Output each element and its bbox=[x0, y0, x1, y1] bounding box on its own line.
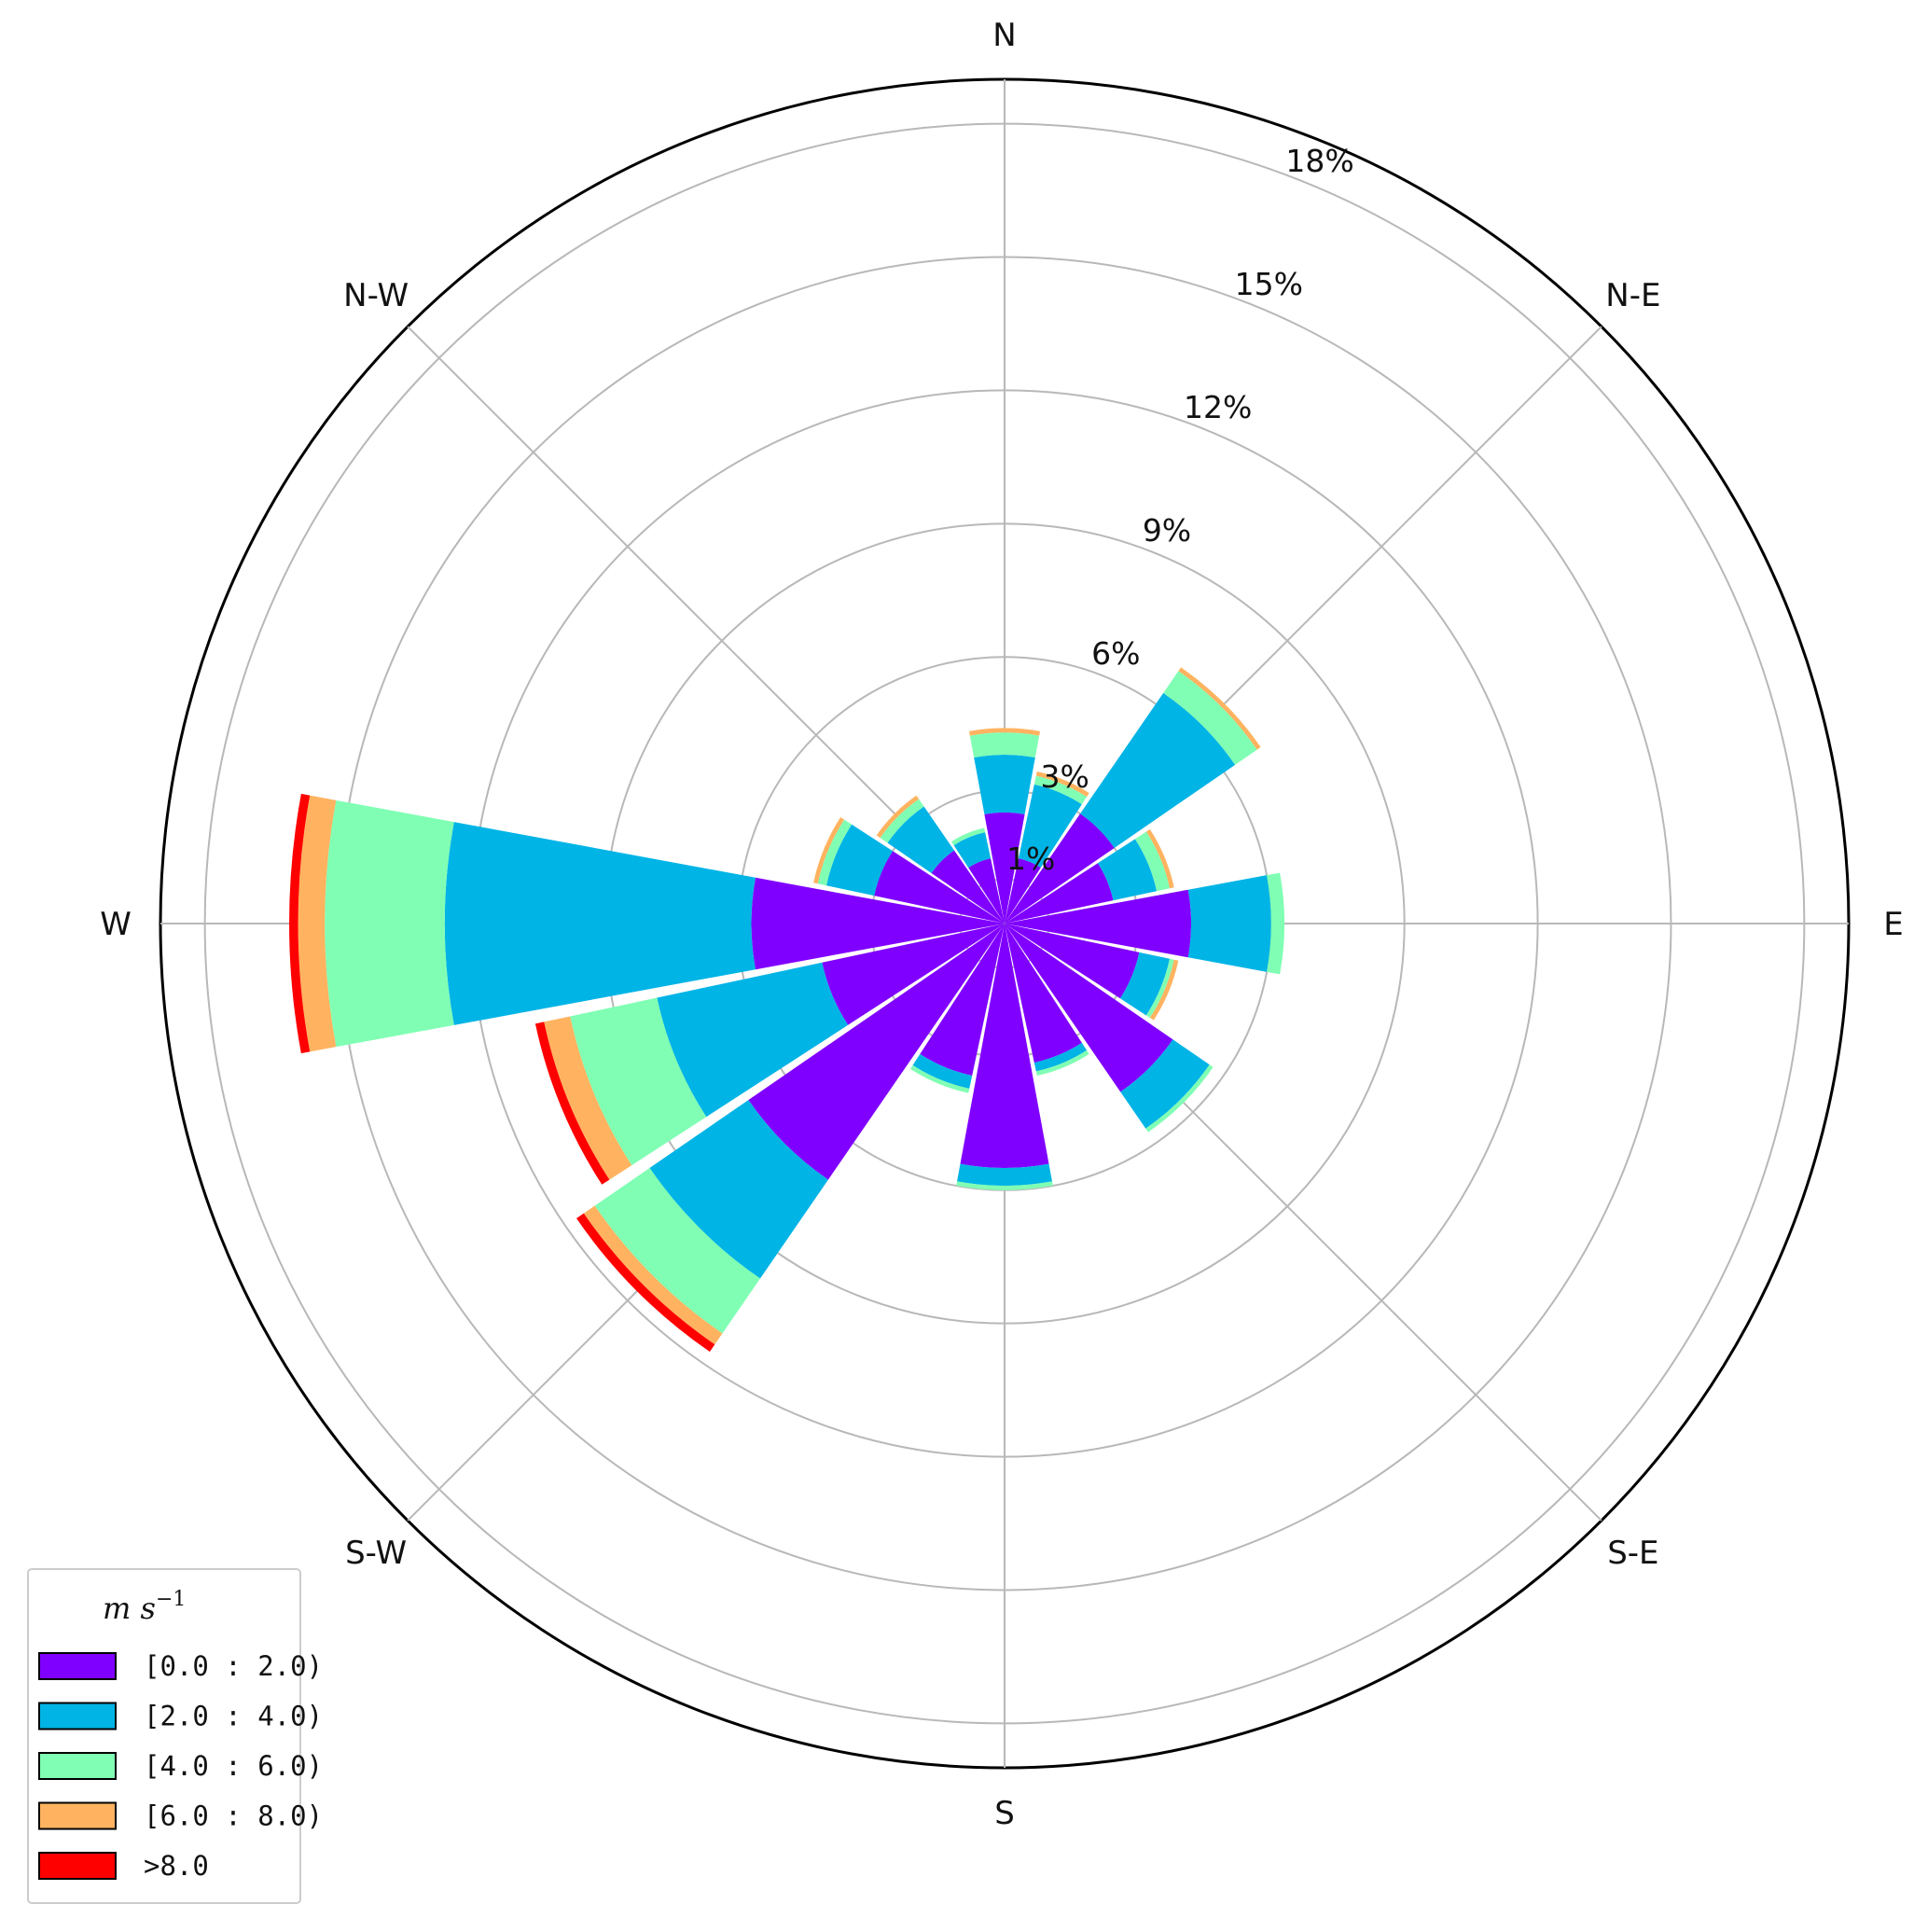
ring-label-15: 15% bbox=[1235, 266, 1303, 302]
bar-nw-bin0 bbox=[931, 850, 1005, 924]
legend: m s−1 [0.0 : 2.0)[2.0 : 4.0)[4.0 : 6.0)[… bbox=[27, 1568, 323, 1904]
bar-wnw-bin0 bbox=[874, 851, 1005, 924]
bar-nne-bin0 bbox=[1005, 858, 1041, 924]
bar-nne-bin1 bbox=[1018, 784, 1082, 869]
bar-sw-bin1 bbox=[649, 1100, 828, 1279]
bar-ne-bin0 bbox=[1005, 813, 1115, 924]
bar-n-bin3 bbox=[968, 728, 1041, 736]
bar-ene-bin3 bbox=[1145, 828, 1174, 889]
direction-label-e: E bbox=[1883, 906, 1903, 943]
bar-wsw-bin3 bbox=[544, 1016, 632, 1180]
bar-w-bin0 bbox=[751, 877, 1005, 970]
bar-ese-bin1 bbox=[1119, 952, 1171, 1016]
direction-label-s: S bbox=[994, 1795, 1015, 1832]
bar-ssw-bin0 bbox=[920, 924, 1005, 1077]
direction-label-sw: S-W bbox=[345, 1535, 407, 1572]
bar-e-bin1 bbox=[1187, 875, 1271, 972]
legend-label: [0.0 : 2.0) bbox=[144, 1650, 323, 1682]
bar-ese-bin2 bbox=[1145, 958, 1174, 1019]
bar-sw-bin4 bbox=[576, 1213, 715, 1353]
bar-se-bin0 bbox=[1005, 924, 1173, 1092]
ring-label-12: 12% bbox=[1184, 389, 1252, 425]
legend-items: [0.0 : 2.0) [2.0 : 4.0) [4.0 : 6.0) [6.0 : … bbox=[38, 1650, 323, 1882]
direction-label-n: N bbox=[992, 17, 1016, 54]
ring-label-6: 6% bbox=[1091, 635, 1140, 672]
axis-labels: N N-E E S-E S S-W W N-W 1% 3% 6% 9% 12% 15% 18% bbox=[100, 17, 1904, 1832]
bar-n-bin1 bbox=[974, 755, 1035, 814]
bar-wnw-bin1 bbox=[826, 824, 894, 897]
bar-nnw-bin0 bbox=[968, 858, 1005, 924]
legend-label: >8.0 bbox=[144, 1850, 209, 1882]
bar-se-bin1 bbox=[1120, 1039, 1210, 1129]
bar-ne-bin2 bbox=[1163, 671, 1257, 765]
bar-ene-bin1 bbox=[1097, 839, 1158, 901]
legend-title: m s−1 bbox=[103, 1588, 186, 1626]
bar-ene-bin0 bbox=[1005, 863, 1114, 924]
bar-w-bin2 bbox=[325, 799, 454, 1048]
bar-wsw-bin4 bbox=[534, 1022, 610, 1185]
bar-ese-bin3 bbox=[1149, 959, 1179, 1021]
bar-w-bin1 bbox=[444, 822, 756, 1025]
bar-wsw-bin1 bbox=[657, 962, 849, 1118]
legend-label: [4.0 : 6.0) bbox=[144, 1750, 323, 1782]
ring-label-18: 18% bbox=[1285, 143, 1353, 179]
bar-s-bin0 bbox=[960, 924, 1049, 1168]
legend-swatch bbox=[38, 1702, 117, 1730]
bar-n-bin0 bbox=[984, 812, 1025, 924]
bar-wsw-bin2 bbox=[570, 997, 707, 1166]
bar-sw-bin2 bbox=[594, 1168, 760, 1334]
ring-label-1: 1% bbox=[1006, 841, 1055, 877]
bar-wnw-bin2 bbox=[817, 819, 853, 886]
legend-label: [6.0 : 8.0) bbox=[144, 1800, 323, 1832]
bar-w-bin3 bbox=[298, 795, 337, 1052]
bar-sse-bin0 bbox=[1005, 924, 1082, 1063]
ring-label-3: 3% bbox=[1040, 758, 1089, 795]
bar-nw-bin1 bbox=[887, 806, 954, 873]
bar-sw-bin3 bbox=[583, 1205, 723, 1345]
ring-label-9: 9% bbox=[1143, 512, 1191, 549]
legend-label: [2.0 : 4.0) bbox=[144, 1701, 323, 1732]
bar-ese-bin0 bbox=[1005, 924, 1140, 999]
direction-label-w: W bbox=[100, 906, 132, 943]
direction-label-ne: N-E bbox=[1605, 277, 1660, 314]
bar-nne-bin3 bbox=[1035, 771, 1089, 798]
bar-nw-bin2 bbox=[880, 799, 924, 843]
legend-swatch bbox=[38, 1652, 117, 1680]
bar-ne-bin3 bbox=[1178, 667, 1261, 750]
bar-w-bin4 bbox=[289, 793, 311, 1054]
bar-e-bin2 bbox=[1267, 872, 1285, 975]
bar-ene-bin2 bbox=[1134, 831, 1171, 892]
direction-label-nw: N-W bbox=[343, 277, 409, 314]
bar-ssw-bin2 bbox=[909, 1064, 970, 1093]
legend-swatch bbox=[38, 1852, 117, 1880]
bar-nw-bin3 bbox=[876, 795, 920, 839]
bar-wnw-bin3 bbox=[813, 817, 845, 884]
legend-swatch bbox=[38, 1801, 117, 1830]
wind-bars bbox=[289, 667, 1285, 1353]
direction-label-se: S-E bbox=[1607, 1535, 1658, 1572]
bar-ssw-bin1 bbox=[912, 1053, 973, 1090]
bar-e-bin0 bbox=[1005, 889, 1192, 958]
bar-se-bin2 bbox=[1145, 1064, 1214, 1133]
bar-sse-bin2 bbox=[1035, 1049, 1089, 1077]
legend-swatch bbox=[38, 1752, 117, 1780]
bar-s-bin1 bbox=[957, 1163, 1052, 1187]
bar-sw-bin0 bbox=[748, 924, 1005, 1180]
bar-n-bin2 bbox=[969, 732, 1040, 758]
bar-ne-bin1 bbox=[1080, 692, 1236, 848]
bar-nne-bin2 bbox=[1033, 775, 1088, 805]
bar-s-bin2 bbox=[956, 1181, 1053, 1190]
bar-nnw-bin2 bbox=[951, 827, 986, 846]
bar-nnw-bin1 bbox=[953, 832, 992, 869]
bar-sse-bin1 bbox=[1033, 1042, 1088, 1072]
bar-wsw-bin0 bbox=[822, 924, 1005, 1025]
